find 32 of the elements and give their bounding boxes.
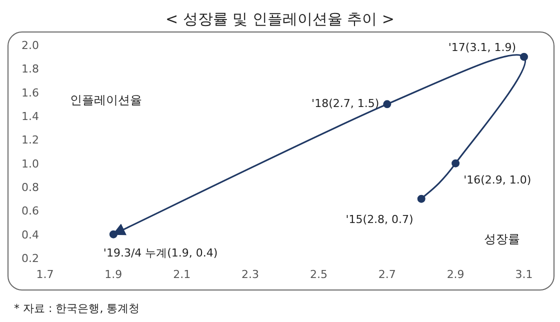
point bbox=[452, 159, 460, 168]
point bbox=[109, 230, 118, 238]
x-tick-label: 2.7 bbox=[378, 268, 396, 281]
y-tick-label: 1.6 bbox=[22, 86, 39, 100]
x-tick-label: 1.7 bbox=[36, 268, 54, 281]
annotation: '17(3.1, 1.9) bbox=[448, 40, 516, 54]
y-tick-label: 1.8 bbox=[22, 62, 39, 76]
annotation: '16(2.9, 1.0) bbox=[464, 173, 532, 186]
y-axis-title: 인플레이션율 bbox=[70, 93, 142, 107]
point bbox=[520, 52, 528, 61]
y-tick-label: 0.4 bbox=[22, 228, 39, 242]
x-tick-label: 2.1 bbox=[173, 268, 191, 281]
annotation: '19.3/4 누계(1.9, 0.4) bbox=[103, 246, 218, 260]
annotation: '18(2.7, 1.5) bbox=[312, 97, 380, 110]
y-tick-label: 0.2 bbox=[22, 252, 39, 265]
point bbox=[383, 100, 392, 108]
x-tick-label: 2.5 bbox=[310, 268, 328, 281]
y-tick-label: 1.4 bbox=[22, 110, 39, 123]
y-tick-label: 2.0 bbox=[22, 39, 39, 52]
annotation: '15(2.8, 0.7) bbox=[346, 212, 414, 226]
x-tick-label: 2.3 bbox=[242, 268, 260, 281]
y-tick-label: 1.0 bbox=[22, 157, 39, 170]
y-tick-label: 0.8 bbox=[22, 181, 39, 194]
y-tick-label: 0.6 bbox=[22, 204, 39, 218]
y-tick-label: 1.2 bbox=[22, 134, 39, 147]
point bbox=[417, 194, 426, 203]
chart-title: < 성장률 및 인플레이션율 추이 > bbox=[166, 10, 394, 28]
text: * 자료 : 한국은행, 통계청 bbox=[14, 302, 140, 315]
x-axis-title: 성장률 bbox=[484, 232, 520, 246]
x-tick-label: 2.9 bbox=[446, 268, 464, 281]
x-tick-label: 1.9 bbox=[104, 268, 122, 281]
x-tick-label: 3.1 bbox=[515, 268, 533, 281]
